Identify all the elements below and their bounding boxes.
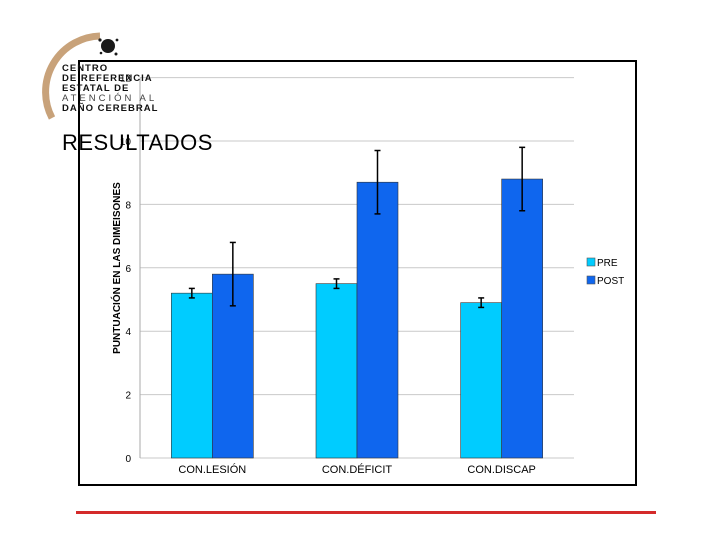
logo-splash-dot (115, 38, 119, 42)
logo-arc (42, 32, 101, 120)
bars (171, 178, 543, 459)
y-tick-label: 8 (125, 200, 131, 211)
logo-emblem (42, 32, 119, 120)
bar-pre (315, 283, 358, 459)
chart-frame (78, 60, 637, 486)
y-tick-labels: 0 2 4 6 8 10 12 (120, 74, 132, 465)
logo-line-5: DAÑO CEREBRAL (62, 103, 159, 114)
y-tick-label: 2 (125, 391, 131, 402)
logo-line-3: ESTATAL DE (62, 83, 130, 94)
y-tick-label: 12 (120, 74, 132, 85)
bar-post (501, 178, 543, 459)
y-axis-label: PUNTUACIÓN EN LAS DIMEISONES (110, 182, 123, 354)
logo-line-4: ATENCIÓN AL (62, 93, 158, 104)
bar-post (356, 181, 399, 459)
bar-pre (460, 302, 502, 459)
legend-swatch (586, 275, 596, 285)
legend-label: POST (597, 276, 624, 287)
x-category-label: CON.DÉFICIT (322, 463, 393, 476)
y-tick-label: 6 (125, 264, 131, 275)
logo-splash-dot (99, 51, 103, 55)
logo-line-2: DE REFERENCIA (62, 73, 153, 84)
bar-pre (171, 292, 213, 459)
legend-label: PRE (597, 258, 618, 269)
footer-divider (76, 511, 656, 514)
logo-splash-dot (98, 38, 102, 42)
legend: PRE POST (586, 257, 624, 287)
page-title: RESULTADOS (62, 130, 213, 155)
error-bars (188, 146, 526, 309)
y-tick-label: 4 (125, 327, 131, 338)
x-category-labels: CON.LESIÓN CON.DÉFICIT CON.DISCAP (178, 463, 535, 476)
logo-splash-icon (101, 39, 115, 53)
logo-splash-dot (114, 52, 118, 56)
x-category-label: CON.DISCAP (467, 464, 535, 476)
y-tick-label: 10 (120, 137, 132, 148)
legend-swatch (586, 257, 596, 267)
y-tick-label: 0 (125, 454, 131, 465)
x-category-label: CON.LESIÓN (178, 463, 246, 476)
logo-line-1: CENTRO (62, 63, 109, 74)
